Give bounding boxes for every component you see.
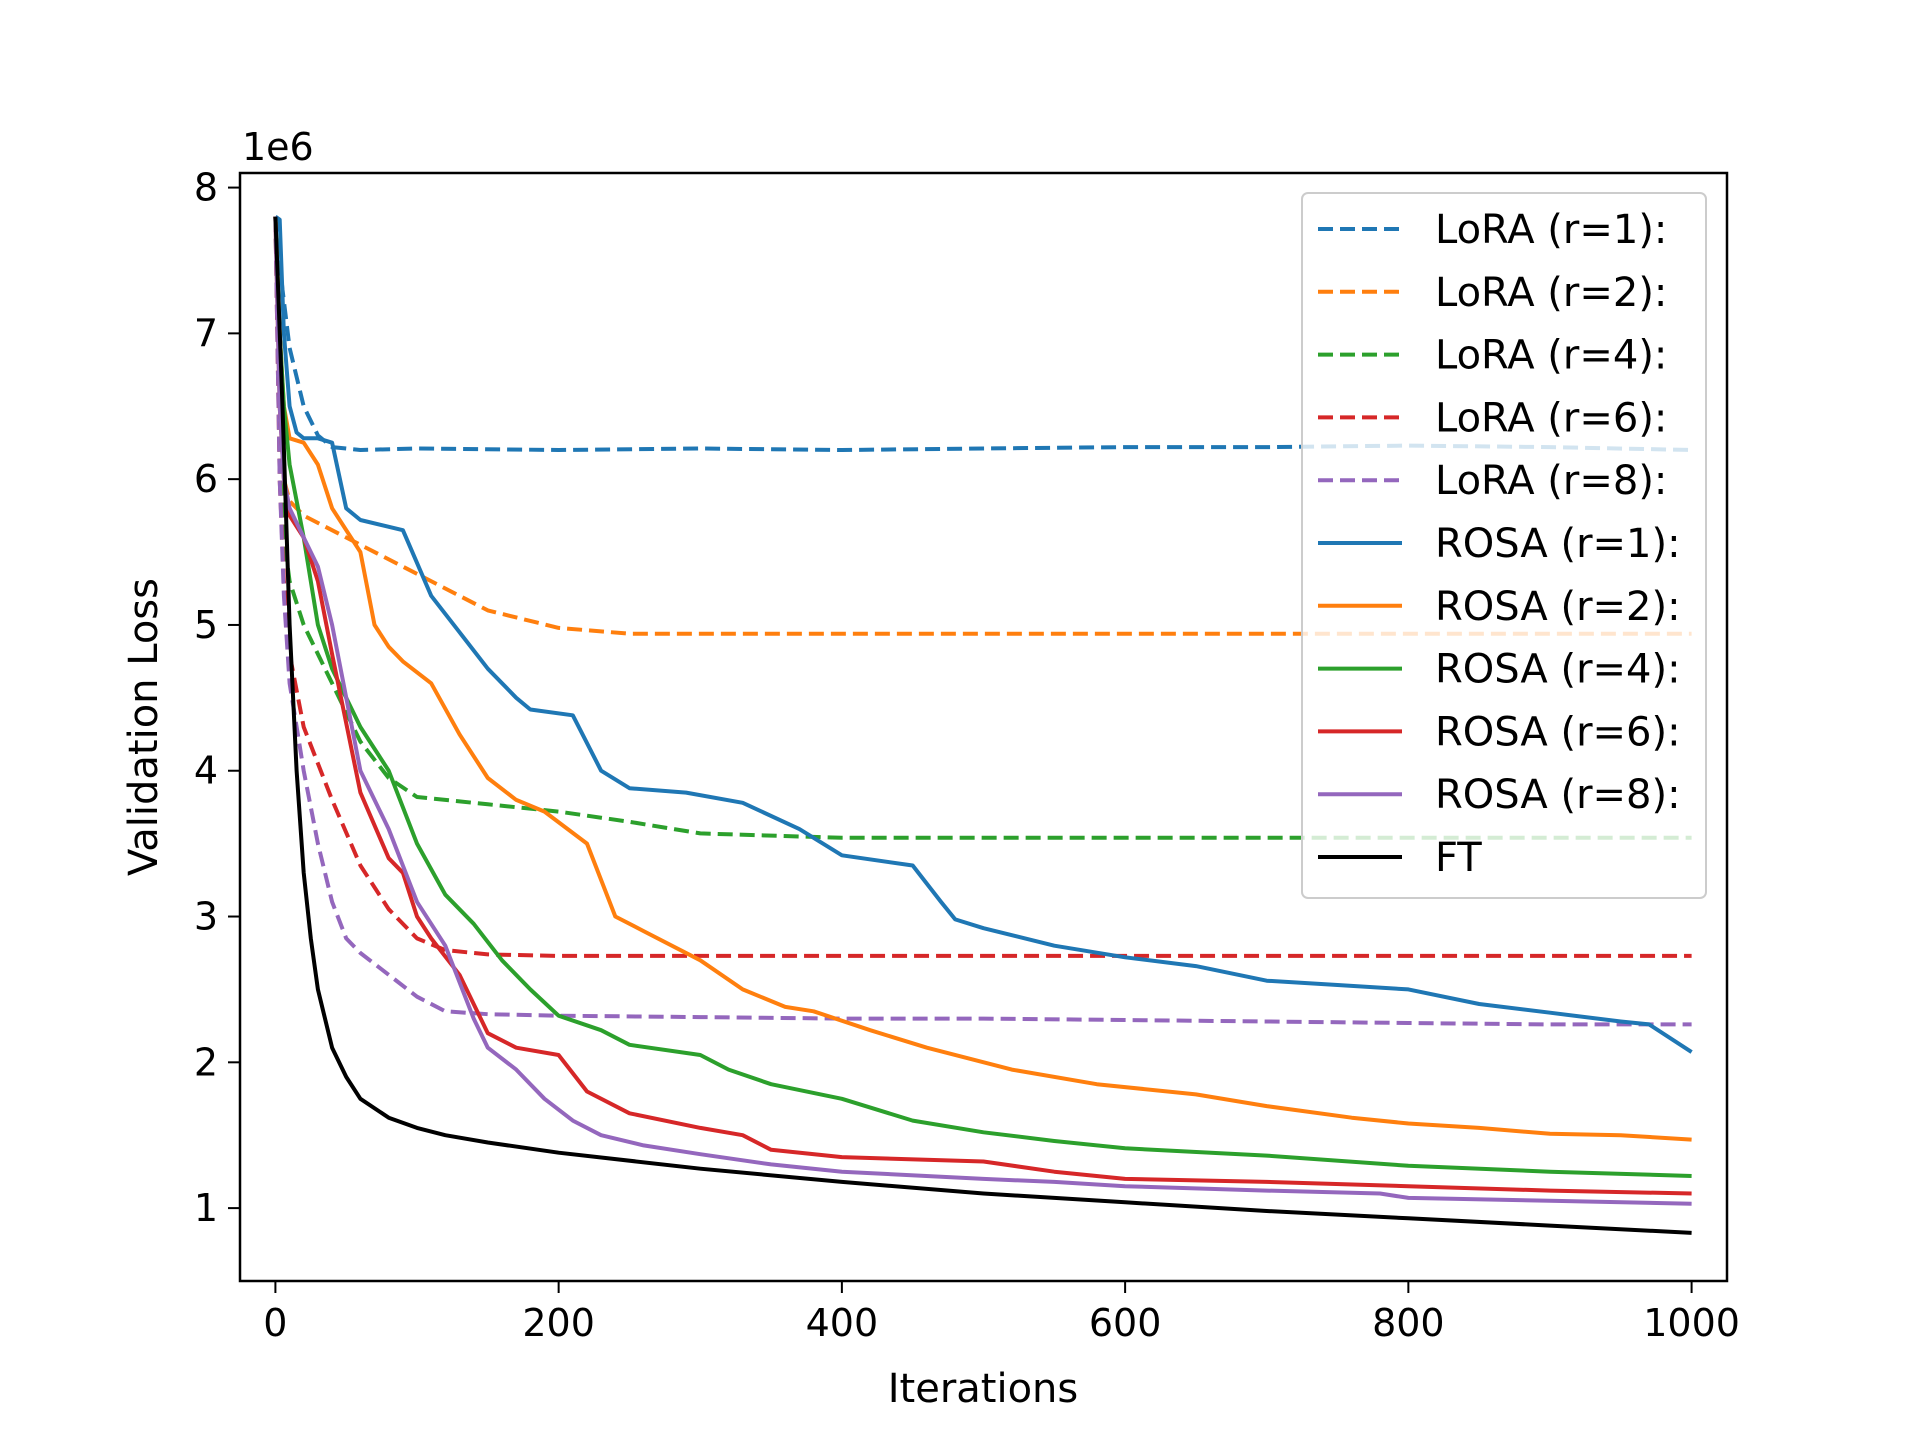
legend-label-10: FT	[1435, 835, 1482, 881]
series-line-9	[273, 216, 1692, 1206]
legend-box	[1301, 192, 1707, 899]
y-offset-label: 1e6	[242, 125, 314, 169]
series-line-6	[273, 216, 1692, 1142]
legend-label-7: ROSA (r=4):	[1435, 647, 1681, 693]
x-tick-label: 800	[1372, 1301, 1445, 1345]
legend-label-4: LoRA (r=8):	[1435, 458, 1667, 504]
axes-frame	[238, 171, 1729, 1283]
y-tick-label: 5	[194, 603, 218, 647]
x-tick-label: 200	[522, 1301, 595, 1345]
legend-label-0: LoRA (r=1):	[1435, 207, 1667, 253]
legend-label-6: ROSA (r=2):	[1435, 584, 1681, 630]
series-line-8	[273, 216, 1692, 1196]
series-line-10	[273, 216, 1692, 1235]
series-line-2	[273, 216, 1692, 840]
legend-label-8: ROSA (r=6):	[1435, 709, 1681, 755]
y-axis-ticks: 1 2 3 4 5 6 7 8	[194, 166, 240, 1230]
legend-label-9: ROSA (r=8):	[1435, 772, 1681, 818]
legend: LoRA (r=1): LoRA (r=2): LoRA (r=4): LoRA (r…	[1301, 192, 1707, 899]
x-axis-ticks: 0 200 400 600 800 1000	[263, 1281, 1740, 1345]
legend-label-1: LoRA (r=2):	[1435, 270, 1667, 316]
x-tick-label: 600	[1089, 1301, 1162, 1345]
series-line-5	[274, 215, 1693, 1054]
y-tick-label: 6	[194, 457, 218, 501]
series-line-7	[273, 216, 1692, 1178]
y-tick-label: 2	[194, 1040, 218, 1084]
series-layer	[273, 215, 1693, 1235]
legend-label-3: LoRA (r=6):	[1435, 395, 1667, 441]
x-axis-label: Iterations	[888, 1366, 1079, 1412]
y-tick-label: 7	[194, 311, 218, 355]
x-tick-label: 1000	[1643, 1301, 1740, 1345]
x-tick-label: 400	[806, 1301, 879, 1345]
y-tick-label: 3	[194, 895, 218, 939]
series-line-1	[273, 216, 1692, 636]
legend-label-5: ROSA (r=1):	[1435, 521, 1681, 567]
y-tick-label: 1	[194, 1186, 218, 1230]
legend-label-2: LoRA (r=4):	[1435, 333, 1667, 379]
y-axis-label: Validation Loss	[121, 578, 167, 876]
x-tick-label: 0	[263, 1301, 287, 1345]
y-tick-label: 4	[194, 749, 218, 793]
y-tick-label: 8	[194, 166, 218, 210]
series-line-4	[273, 216, 1692, 1027]
